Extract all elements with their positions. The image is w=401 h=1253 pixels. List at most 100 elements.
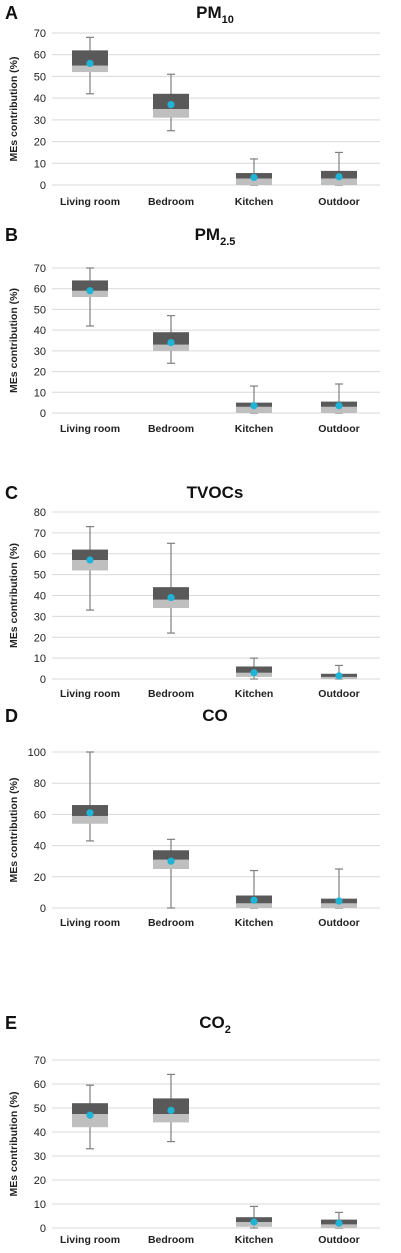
box-bedroom xyxy=(153,73,189,132)
box-upper xyxy=(72,50,108,66)
mean-marker xyxy=(250,669,258,677)
box-lower xyxy=(321,178,357,185)
x-category-label: Kitchen xyxy=(235,917,274,929)
chart-panel-b: B PM2.5 0 10 20 30 40 50 60 70 MEs contribution (%… xyxy=(5,225,380,435)
box-kitchen xyxy=(236,657,272,680)
y-axis-label: MEs contribution (%) xyxy=(8,778,20,883)
chart-title-main: PM xyxy=(195,225,221,244)
y-tick-label: 20 xyxy=(34,137,46,149)
y-tick-label: 20 xyxy=(34,632,46,644)
box-lower xyxy=(72,815,108,824)
y-tick-label: 40 xyxy=(34,93,46,105)
y-tick-label: 20 xyxy=(34,872,46,884)
y-tick-label: 50 xyxy=(34,1103,46,1115)
x-category-label: Living room xyxy=(60,196,120,208)
x-category-label: Outdoor xyxy=(318,688,359,700)
box-lower xyxy=(321,903,357,908)
chart-title-main: CO xyxy=(202,706,228,725)
panel-label: A xyxy=(5,3,18,23)
y-tick-label: 70 xyxy=(34,528,46,540)
mean-marker xyxy=(335,173,343,181)
mean-marker xyxy=(167,593,175,602)
box-lower xyxy=(236,406,272,413)
box-outdoor xyxy=(321,151,357,186)
x-category-label: Outdoor xyxy=(318,423,359,435)
box-lower xyxy=(72,65,108,73)
box-upper xyxy=(72,280,108,291)
y-axis-label: MEs contribution (%) xyxy=(8,288,20,393)
x-category-label: Kitchen xyxy=(235,688,274,700)
box-kitchen xyxy=(236,158,272,186)
mean-marker xyxy=(335,402,343,410)
y-axis-label: MEs contribution (%) xyxy=(8,57,20,162)
x-category-label: Living room xyxy=(60,423,120,435)
mean-marker xyxy=(335,1219,343,1227)
mean-marker xyxy=(167,338,175,347)
box-outdoor xyxy=(321,1211,357,1229)
mean-marker xyxy=(250,896,258,904)
box-lower xyxy=(236,903,272,908)
y-tick-label: 60 xyxy=(34,284,46,296)
y-tick-label: 60 xyxy=(34,1079,46,1091)
mean-marker xyxy=(335,672,343,680)
x-category-label: Bedroom xyxy=(148,196,194,208)
y-tick-label: 40 xyxy=(34,591,46,603)
y-tick-label: 50 xyxy=(34,71,46,83)
y-tick-label: 0 xyxy=(40,903,46,915)
mean-marker xyxy=(86,1111,94,1119)
y-tick-label: 50 xyxy=(34,304,46,316)
y-tick-label: 10 xyxy=(34,387,46,399)
box-lower xyxy=(321,406,357,413)
y-axis-label: MEs contribution (%) xyxy=(8,543,20,648)
chart-title-subscript: 2.5 xyxy=(220,236,235,248)
x-category-label: Kitchen xyxy=(235,423,274,435)
y-tick-label: 50 xyxy=(34,570,46,582)
chart-title: CO xyxy=(202,706,228,725)
box-lower xyxy=(153,599,189,609)
box-lower xyxy=(72,560,108,571)
chart-title: PM10 xyxy=(196,3,234,26)
y-tick-label: 40 xyxy=(34,1127,46,1139)
y-tick-label: 70 xyxy=(34,1055,46,1067)
y-tick-label: 0 xyxy=(40,1223,46,1235)
x-category-label: Living room xyxy=(60,688,120,700)
y-axis-label: MEs contribution (%) xyxy=(8,1092,20,1197)
y-tick-label: 70 xyxy=(34,263,46,275)
mean-marker xyxy=(250,1218,258,1226)
x-category-label: Living room xyxy=(60,1234,120,1246)
y-tick-label: 0 xyxy=(40,180,46,192)
x-category-label: Outdoor xyxy=(318,1234,359,1246)
box-lower xyxy=(72,1114,108,1128)
y-tick-label: 30 xyxy=(34,346,46,358)
y-tick-label: 100 xyxy=(28,747,46,759)
box-kitchen xyxy=(236,1205,272,1229)
box-upper xyxy=(72,549,108,561)
y-tick-label: 20 xyxy=(34,367,46,379)
box-lower xyxy=(153,109,189,118)
x-category-label: Kitchen xyxy=(235,1234,274,1246)
chart-title-subscript: 10 xyxy=(222,14,234,26)
box-upper xyxy=(72,1103,108,1114)
x-category-label: Bedroom xyxy=(148,917,194,929)
y-tick-label: 60 xyxy=(34,50,46,62)
panel-label: C xyxy=(5,483,18,503)
x-category-label: Kitchen xyxy=(235,196,274,208)
mean-marker xyxy=(167,1106,175,1114)
box-outdoor xyxy=(321,383,357,414)
y-tick-label: 60 xyxy=(34,809,46,821)
box-bedroom xyxy=(153,838,189,909)
y-tick-label: 80 xyxy=(34,778,46,790)
mean-marker xyxy=(167,101,175,109)
x-category-label: Living room xyxy=(60,917,120,929)
y-tick-label: 10 xyxy=(34,653,46,665)
x-category-label: Outdoor xyxy=(318,917,359,929)
y-tick-label: 20 xyxy=(34,1175,46,1187)
panel-label: E xyxy=(5,1013,17,1033)
box-outdoor xyxy=(321,868,357,909)
box-living-room xyxy=(72,1084,108,1150)
box-upper xyxy=(153,1098,189,1114)
y-tick-label: 80 xyxy=(34,507,46,519)
